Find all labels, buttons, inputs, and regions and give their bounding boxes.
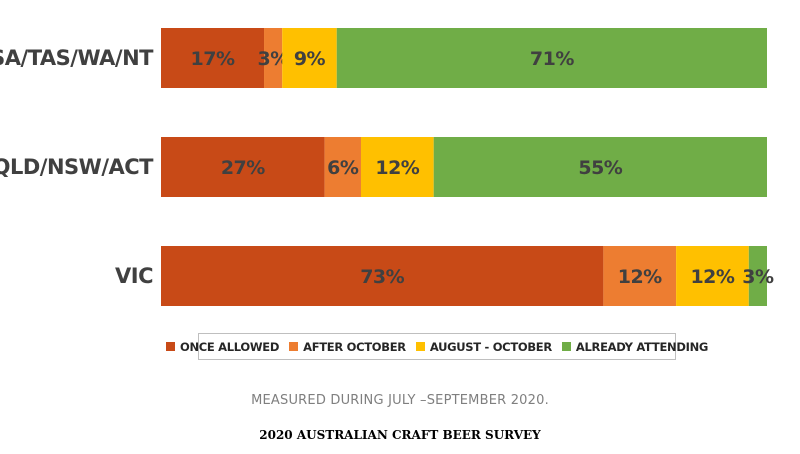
bar-segment [336,28,767,88]
bar-segment [324,137,361,197]
legend-item: ONCE ALLOWED [165,339,280,354]
chart-legend: ONCE ALLOWED AFTER OCTOBER AUGUST - OCTOBE… [165,333,708,360]
data-label: 3% [257,48,289,70]
category-label: SA/TAS/WA/NT [0,46,154,70]
category-label: QLD/NSW/ACT [0,155,154,179]
legend-item: ALREADY ATTENDING [561,339,709,354]
bar-segment [360,137,434,197]
bar-segment [748,246,767,306]
data-label: 27% [221,157,265,179]
data-label: 17% [191,48,235,70]
data-label: 55% [578,157,622,179]
bar-segment [161,137,325,197]
data-label: 3% [742,266,774,288]
data-label: 12% [618,266,662,288]
data-label: 71% [530,48,574,70]
bar-segment [603,246,677,306]
bar-segment [282,28,337,88]
legend-label: AFTER OCTOBER [303,339,406,354]
category-label: VIC [115,264,153,288]
bar-segment [161,246,604,306]
data-label: 9% [294,48,326,70]
legend-item: AUGUST - OCTOBER [415,339,552,354]
legend-swatch [561,342,571,351]
data-label: 12% [690,266,734,288]
bar-segment [161,28,265,88]
data-label: 12% [375,157,419,179]
stacked-bar-chart: SA/TAS/WA/NT 17% 3% 9% 71%QLD/NSW/ACT 27% 6% 12… [0,28,774,306]
legend-label: ONCE ALLOWED [179,339,280,354]
data-label: 6% [327,157,359,179]
bar-segment [433,137,767,197]
bar-segment [264,28,283,88]
bar-segment [676,246,749,306]
survey-source: 2020 AUSTRALIAN CRAFT BEER SURVEY [259,428,541,442]
legend-swatch [289,342,299,351]
legend-swatch [415,342,425,351]
legend-swatch [165,342,175,351]
legend-item: AFTER OCTOBER [289,340,406,354]
data-label: 73% [360,266,404,288]
legend-label: ALREADY ATTENDING [575,339,709,354]
legend-label: AUGUST - OCTOBER [429,339,552,354]
measurement-note: MEASURED DURING JULY –SEPTEMBER 2020. [251,393,549,408]
